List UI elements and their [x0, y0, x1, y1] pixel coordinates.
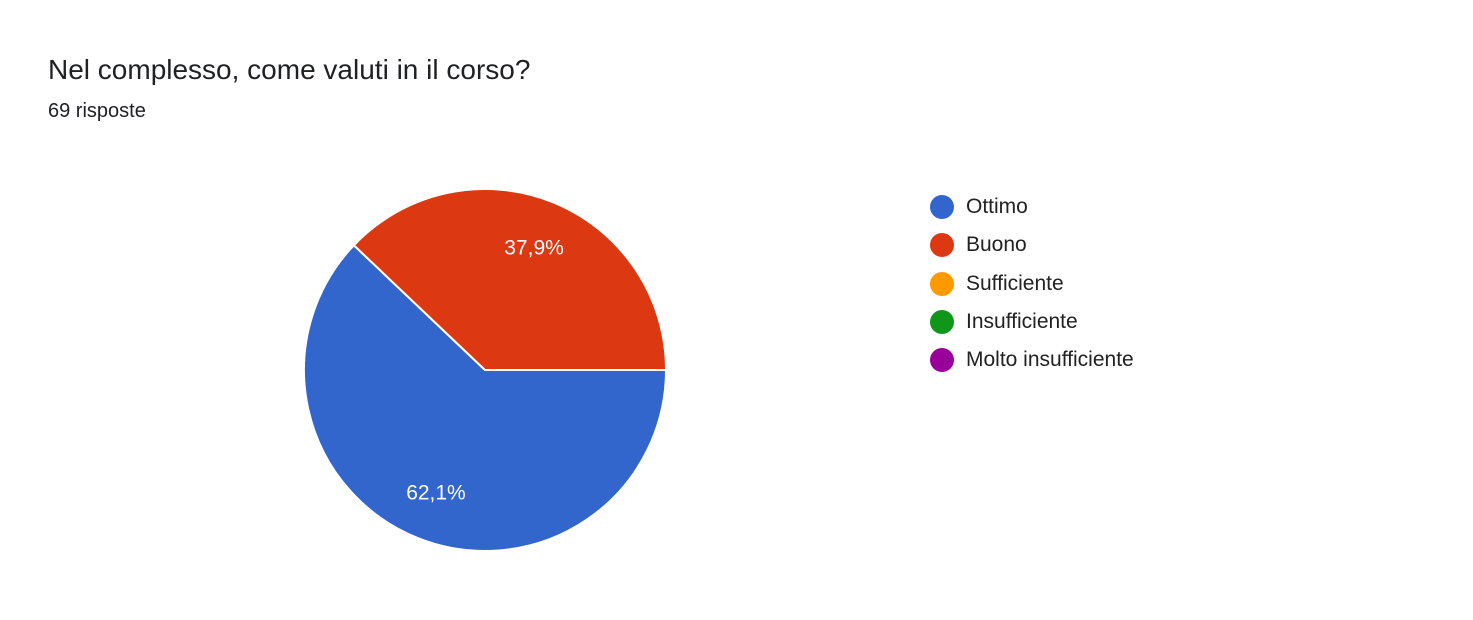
legend-item[interactable]: Buono: [930, 226, 1134, 264]
pie-slice-buono[interactable]: [352, 188, 668, 371]
data-label: 62,1%: [406, 482, 466, 505]
legend-label: Ottimo: [966, 195, 1028, 219]
legend-swatch-icon: [930, 195, 954, 220]
legend-swatch-icon: [930, 271, 954, 296]
response-count: 69 risposte: [48, 100, 146, 122]
legend-item[interactable]: Molto insufficiente: [930, 341, 1134, 379]
pie-slice-ottimo[interactable]: [303, 243, 668, 552]
legend-swatch-icon: [930, 233, 954, 258]
legend-swatch-icon: [930, 348, 954, 373]
legend: Ottimo Buono Sufficiente Insufficiente Molto…: [930, 188, 1134, 379]
legend-item[interactable]: Sufficiente: [930, 265, 1134, 303]
legend-label: Molto insufficiente: [966, 348, 1134, 372]
chart-title: Nel complesso, come valuti in il corso?: [48, 54, 531, 85]
legend-swatch-icon: [930, 310, 954, 335]
legend-label: Sufficiente: [966, 271, 1064, 295]
legend-item[interactable]: Ottimo: [930, 188, 1134, 226]
legend-item[interactable]: Insufficiente: [930, 303, 1134, 341]
data-label: 37,9%: [504, 236, 564, 259]
legend-label: Insufficiente: [966, 310, 1078, 334]
legend-label: Buono: [966, 233, 1027, 257]
